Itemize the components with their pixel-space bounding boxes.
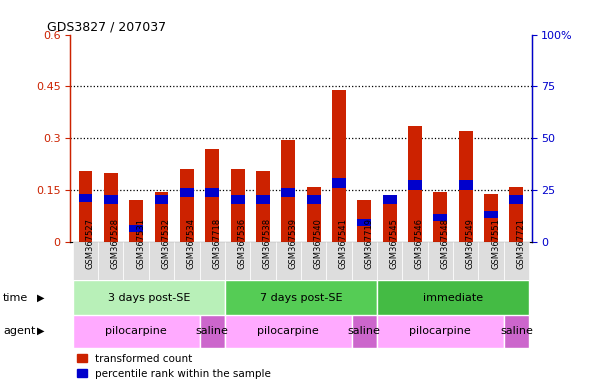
- Bar: [433, 192, 447, 242]
- Text: pilocarpine: pilocarpine: [409, 326, 471, 336]
- Text: saline: saline: [348, 326, 381, 336]
- FancyBboxPatch shape: [200, 315, 225, 348]
- Bar: [307, 195, 321, 204]
- Bar: [256, 195, 270, 204]
- Bar: [484, 211, 498, 218]
- FancyBboxPatch shape: [225, 280, 377, 315]
- Bar: [332, 90, 346, 242]
- FancyBboxPatch shape: [478, 242, 503, 307]
- FancyBboxPatch shape: [73, 280, 225, 315]
- Text: GSM367534: GSM367534: [187, 218, 196, 270]
- Bar: [332, 178, 346, 189]
- Text: GDS3827 / 207037: GDS3827 / 207037: [47, 20, 166, 33]
- Bar: [104, 195, 118, 204]
- Text: GSM367527: GSM367527: [86, 218, 95, 270]
- Text: GSM367545: GSM367545: [390, 218, 398, 269]
- Bar: [205, 149, 219, 242]
- Text: immediate: immediate: [423, 293, 483, 303]
- Text: saline: saline: [196, 326, 229, 336]
- FancyBboxPatch shape: [351, 315, 377, 348]
- Text: 3 days post-SE: 3 days post-SE: [108, 293, 190, 303]
- Bar: [357, 220, 371, 227]
- Bar: [408, 180, 422, 190]
- Text: GSM367718: GSM367718: [212, 218, 221, 270]
- Bar: [230, 195, 244, 204]
- Bar: [281, 189, 295, 197]
- Bar: [155, 195, 169, 204]
- FancyBboxPatch shape: [301, 242, 326, 307]
- Text: GSM367541: GSM367541: [339, 218, 348, 269]
- FancyBboxPatch shape: [453, 242, 478, 307]
- Bar: [155, 192, 169, 242]
- Bar: [382, 199, 397, 242]
- FancyBboxPatch shape: [251, 242, 276, 307]
- Bar: [129, 225, 143, 232]
- Text: GSM367539: GSM367539: [288, 218, 297, 270]
- Bar: [357, 200, 371, 242]
- Bar: [180, 169, 194, 242]
- FancyBboxPatch shape: [149, 242, 174, 307]
- FancyBboxPatch shape: [225, 242, 251, 307]
- Bar: [180, 189, 194, 197]
- Bar: [510, 195, 524, 204]
- Bar: [433, 214, 447, 221]
- Text: GSM367540: GSM367540: [313, 218, 323, 269]
- Bar: [459, 131, 473, 242]
- Text: time: time: [3, 293, 28, 303]
- Bar: [281, 140, 295, 242]
- Text: GSM367551: GSM367551: [491, 218, 500, 269]
- FancyBboxPatch shape: [326, 242, 351, 307]
- Text: pilocarpine: pilocarpine: [257, 326, 319, 336]
- FancyBboxPatch shape: [377, 242, 402, 307]
- Bar: [205, 189, 219, 197]
- Text: GSM367549: GSM367549: [466, 218, 475, 269]
- Bar: [104, 173, 118, 242]
- Text: GSM367548: GSM367548: [441, 218, 449, 270]
- Text: ▶: ▶: [37, 293, 44, 303]
- Text: 7 days post-SE: 7 days post-SE: [260, 293, 342, 303]
- Bar: [484, 194, 498, 242]
- Bar: [78, 171, 92, 242]
- Bar: [510, 187, 524, 242]
- Text: saline: saline: [500, 326, 533, 336]
- Text: pilocarpine: pilocarpine: [105, 326, 167, 336]
- Text: GSM367531: GSM367531: [136, 218, 145, 270]
- Text: GSM367546: GSM367546: [415, 218, 424, 270]
- Bar: [307, 187, 321, 242]
- Bar: [382, 195, 397, 204]
- Bar: [129, 200, 143, 242]
- Bar: [459, 180, 473, 190]
- FancyBboxPatch shape: [503, 242, 529, 307]
- FancyBboxPatch shape: [174, 242, 200, 307]
- FancyBboxPatch shape: [428, 242, 453, 307]
- FancyBboxPatch shape: [402, 242, 428, 307]
- Bar: [408, 126, 422, 242]
- Text: ▶: ▶: [37, 326, 44, 336]
- Text: agent: agent: [3, 326, 35, 336]
- Legend: transformed count, percentile rank within the sample: transformed count, percentile rank withi…: [72, 349, 276, 383]
- Text: GSM367532: GSM367532: [161, 218, 170, 270]
- Text: GSM367538: GSM367538: [263, 218, 272, 270]
- Text: GSM367536: GSM367536: [238, 218, 247, 270]
- FancyBboxPatch shape: [276, 242, 301, 307]
- Text: GSM367721: GSM367721: [516, 218, 525, 270]
- Text: GSM367719: GSM367719: [364, 218, 373, 270]
- FancyBboxPatch shape: [200, 242, 225, 307]
- FancyBboxPatch shape: [123, 242, 149, 307]
- FancyBboxPatch shape: [377, 280, 529, 315]
- FancyBboxPatch shape: [98, 242, 123, 307]
- Bar: [256, 171, 270, 242]
- FancyBboxPatch shape: [225, 315, 351, 348]
- FancyBboxPatch shape: [351, 242, 377, 307]
- FancyBboxPatch shape: [377, 315, 503, 348]
- FancyBboxPatch shape: [73, 242, 98, 307]
- Bar: [230, 169, 244, 242]
- Bar: [78, 194, 92, 202]
- FancyBboxPatch shape: [503, 315, 529, 348]
- Text: GSM367528: GSM367528: [111, 218, 120, 270]
- FancyBboxPatch shape: [73, 315, 200, 348]
